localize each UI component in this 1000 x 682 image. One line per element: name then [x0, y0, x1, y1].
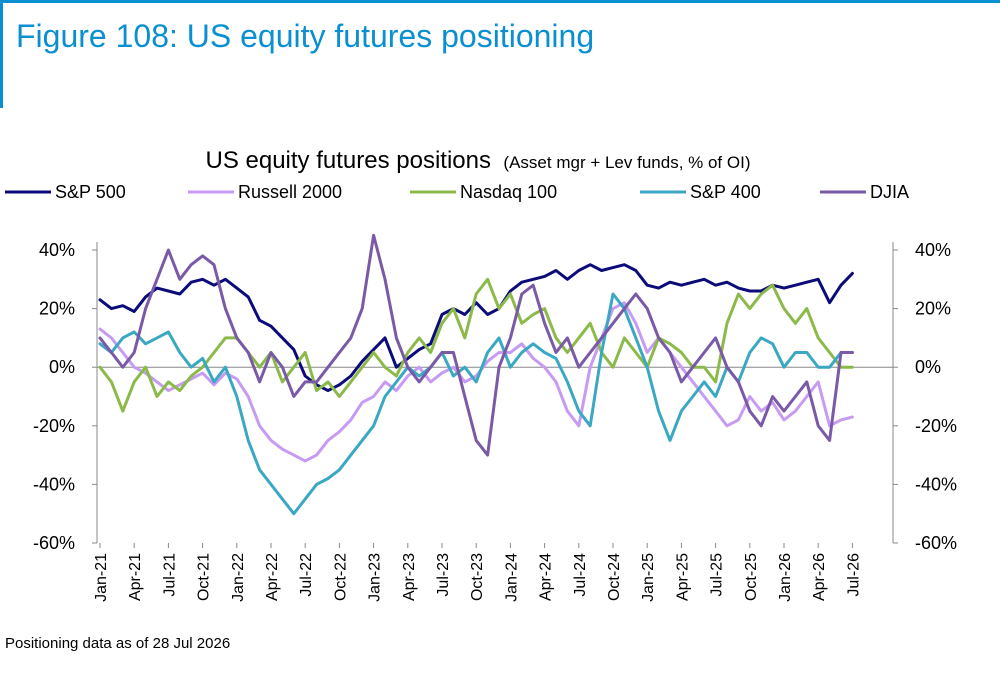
y-tick-label-right: -40%: [915, 474, 957, 494]
chart-title: US equity futures positions (Asset mgr +…: [205, 147, 750, 174]
legend-label: Russell 2000: [238, 182, 342, 202]
series-line-djia: [98, 233, 854, 457]
x-tick-label: Oct-21: [196, 553, 213, 601]
legend-label: Nasdaq 100: [460, 182, 557, 202]
footnote: Positioning data as of 28 Jul 2026: [5, 635, 231, 652]
x-tick-label: Apr-23: [401, 553, 418, 601]
x-tick-label: Apr-24: [538, 553, 555, 601]
x-tick-label: Jan-26: [777, 553, 794, 602]
y-tick-label-left: 20%: [39, 299, 75, 319]
x-tick-label: Jan-25: [640, 553, 657, 602]
y-tick-label-left: -60%: [33, 533, 75, 553]
x-tick-label: Jul-26: [845, 553, 862, 597]
x-tick-label: Apr-25: [674, 553, 691, 601]
series-line-russell-2000: [98, 301, 854, 463]
x-tick-label: Jul-22: [298, 553, 315, 597]
x-tick-label: Apr-22: [264, 553, 281, 601]
y-tick-label-right: -60%: [915, 533, 957, 553]
legend-label: DJIA: [870, 182, 909, 202]
x-tick-label: Jan-23: [367, 553, 384, 602]
chart-title-main: US equity futures positions: [205, 147, 490, 174]
x-tick-label: Jul-24: [572, 553, 589, 597]
x-tick-label: Apr-21: [127, 553, 144, 601]
x-tick-label: Jul-21: [161, 553, 178, 597]
x-tick-label: Oct-24: [606, 553, 623, 601]
x-tick-label: Oct-23: [469, 553, 486, 601]
plot-area: [98, 233, 854, 516]
y-tick-label-left: 0%: [49, 357, 75, 377]
series-line-nasdaq-100: [98, 277, 854, 413]
chart-legend: S&P 500 Russell 2000 Nasdaq 100 S&P 400 DJIA: [5, 182, 909, 202]
x-tick-label: Jul-25: [709, 553, 726, 597]
y-tick-label-right: 0%: [915, 357, 941, 377]
y-tick-label-right: 20%: [915, 299, 951, 319]
y-tick-label-left: 40%: [39, 240, 75, 260]
chart-axes: 40% 40% 20% 20% 0% 0% -20% -20% -40% -40% -60% -60%…: [33, 240, 957, 602]
title-frame-left-rule: [0, 0, 3, 108]
x-tick-label: Jan-22: [230, 553, 247, 602]
x-tick-label: Jul-23: [435, 553, 452, 597]
series-line-s-p-400: [98, 292, 854, 516]
y-tick-label-right: 40%: [915, 240, 951, 260]
series-line-s-p-500: [98, 263, 854, 393]
legend-label: S&P 400: [690, 182, 761, 202]
x-tick-label: Oct-22: [332, 553, 349, 601]
x-tick-label: Jan-21: [93, 553, 110, 602]
x-tick-label: Apr-26: [811, 553, 828, 601]
y-tick-label-left: -40%: [33, 474, 75, 494]
y-tick-label-left: -20%: [33, 416, 75, 436]
x-tick-label: Oct-25: [743, 553, 760, 601]
title-frame-top-rule: [0, 0, 1000, 3]
chart-subtitle: (Asset mgr + Lev funds, % of OI): [503, 153, 750, 172]
legend-label: S&P 500: [55, 182, 126, 202]
x-tick-label: Jan-24: [503, 553, 520, 602]
figure-title: Figure 108: US equity futures positionin…: [16, 18, 595, 54]
y-tick-label-right: -20%: [915, 416, 957, 436]
